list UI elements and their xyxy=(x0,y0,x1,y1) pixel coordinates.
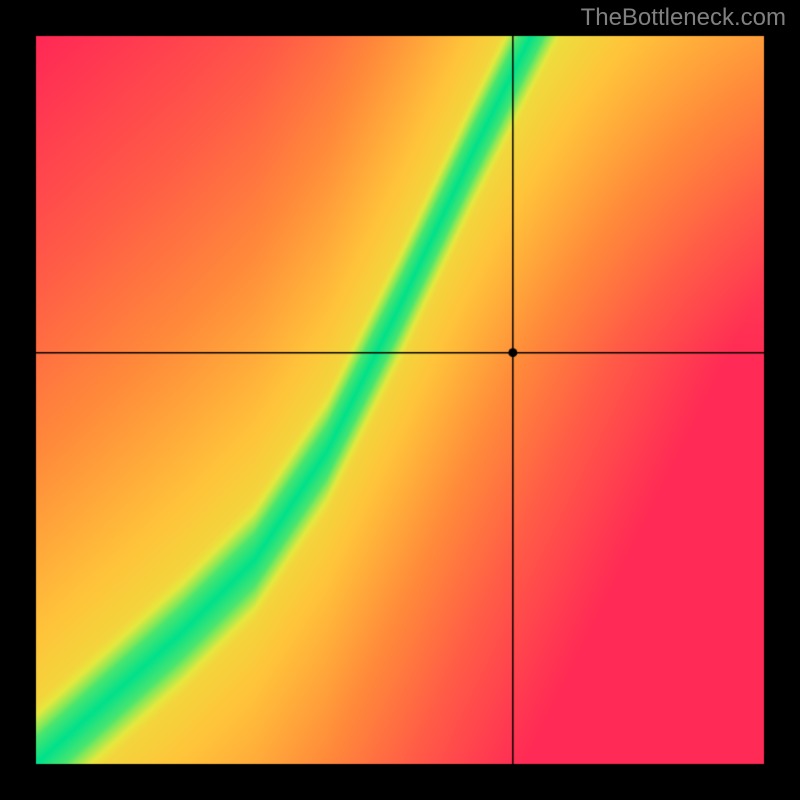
bottleneck-heatmap xyxy=(0,0,800,800)
watermark-label: TheBottleneck.com xyxy=(581,4,786,32)
chart-container: TheBottleneck.com xyxy=(0,0,800,800)
